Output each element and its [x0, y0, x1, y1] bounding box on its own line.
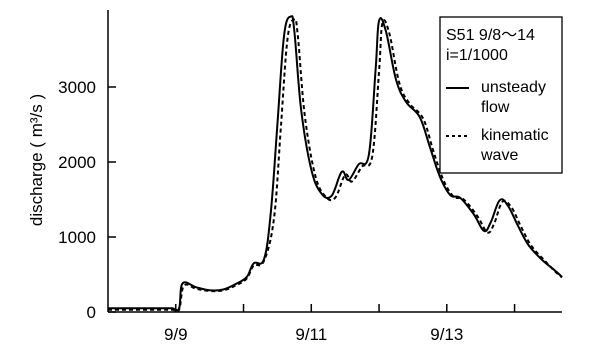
legend-entry-unsteady-line-1: unsteady — [481, 79, 546, 96]
y-tick-label: 2000 — [58, 153, 96, 172]
y-tick-label: 0 — [87, 303, 96, 322]
x-ticks: 9/9 9/11 9/13 — [164, 304, 516, 344]
legend: S51 9/8～14 i=1/1000 unsteady flow kinema… — [439, 16, 563, 174]
legend-header-line-1: S51 9/8～14 — [446, 27, 535, 44]
series-layer — [108, 15, 563, 313]
series-line-kinematic-wave — [108, 18, 563, 313]
y-ticks: 0 1000 2000 3000 — [58, 78, 116, 322]
legend-entry-kinematic-line-1: kinematic — [481, 127, 549, 144]
x-tick-label: 9/11 — [295, 325, 327, 344]
y-axis-label: discharge ( m³/s ) — [27, 94, 46, 226]
legend-entry-unsteady-line-2: flow — [481, 99, 510, 116]
legend-header-line-2: i=1/1000 — [446, 47, 508, 64]
series-line-unsteady-flow — [108, 15, 563, 312]
legend-box — [439, 16, 563, 174]
y-tick-label: 3000 — [58, 78, 96, 97]
x-tick-label: 9/9 — [164, 325, 188, 344]
legend-entry-kinematic-line-2: wave — [480, 147, 518, 164]
x-tick-label: 9/13 — [430, 325, 463, 344]
axes — [107, 10, 562, 313]
y-tick-label: 1000 — [58, 228, 96, 247]
